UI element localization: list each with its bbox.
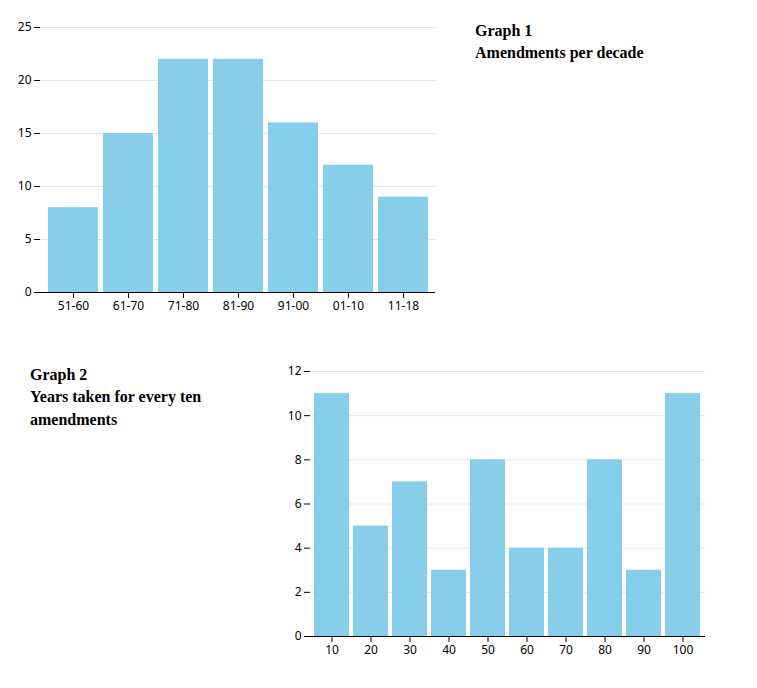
svg-text:4: 4 [295,539,302,556]
html-text:Amendments per decade: Amendments per decade [475,44,644,62]
svg-text:91-00: 91-00 [278,297,309,314]
svg-text:01-10: 01-10 [333,297,364,314]
svg-text:6: 6 [295,495,302,512]
svg-text:90: 90 [637,641,651,658]
svg-text:50: 50 [481,641,495,658]
svg-text:40: 40 [442,641,456,658]
svg-text:2: 2 [295,583,302,600]
svg-text:10: 10 [288,407,302,424]
html-text:Years taken for every ten amen: Years taken for every ten amendments [30,388,202,428]
svg-text:12: 12 [288,362,302,379]
svg-text:10: 10 [325,641,339,658]
svg-text:81-90: 81-90 [223,297,254,314]
svg-text:8: 8 [295,451,302,468]
svg-text:60: 60 [520,641,534,658]
svg-text:100: 100 [673,641,694,658]
svg-text:30: 30 [403,641,417,658]
svg-text:10: 10 [18,177,32,194]
svg-text:20: 20 [18,71,32,88]
svg-text:61-70: 61-70 [113,297,144,314]
svg-text:51-60: 51-60 [58,297,89,314]
html-text:Graph 2: Graph 2 [30,366,88,383]
svg-text:20: 20 [364,641,378,658]
svg-text:70: 70 [559,641,573,658]
svg-text:15: 15 [18,124,32,141]
svg-text:71-80: 71-80 [168,297,199,314]
svg-text:0: 0 [295,627,302,644]
svg-text:80: 80 [598,641,612,658]
svg-text:11-18: 11-18 [388,297,419,314]
svg-text:0: 0 [25,283,32,300]
svg-text:5: 5 [25,230,32,247]
html-text:Graph 1: Graph 1 [475,22,533,39]
svg-text:25: 25 [18,18,32,35]
